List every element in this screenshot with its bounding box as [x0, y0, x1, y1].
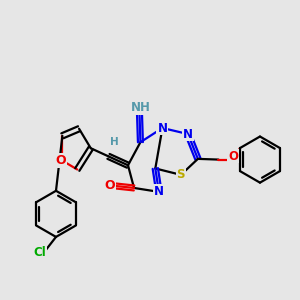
- Text: NH: NH: [131, 101, 151, 114]
- Text: H: H: [110, 137, 119, 147]
- Text: S: S: [177, 168, 185, 181]
- Text: Cl: Cl: [34, 246, 46, 260]
- Text: N: N: [154, 185, 164, 198]
- Text: O: O: [55, 154, 66, 167]
- Text: N: N: [183, 128, 193, 140]
- Text: N: N: [158, 122, 167, 134]
- Text: O: O: [104, 179, 115, 192]
- Text: O: O: [228, 149, 239, 163]
